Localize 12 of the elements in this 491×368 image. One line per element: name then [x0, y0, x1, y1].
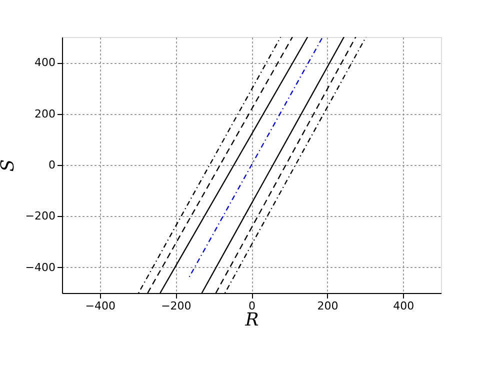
x-tick-label: 0: [248, 300, 256, 312]
x-tick-label: −400: [85, 300, 116, 312]
x-tick-label: 200: [317, 300, 338, 312]
x-tick-label: −200: [161, 300, 192, 312]
x-tick-label: 400: [393, 300, 414, 312]
y-axis-title: S: [0, 159, 18, 172]
y-tick-label: 0: [48, 158, 56, 172]
y-tick-label: 200: [34, 107, 56, 120]
y-tick-label: −400: [25, 260, 56, 274]
y-tick-label: 400: [34, 56, 56, 70]
x-axis-title: R: [244, 310, 259, 330]
y-tick-label: −200: [25, 210, 56, 223]
